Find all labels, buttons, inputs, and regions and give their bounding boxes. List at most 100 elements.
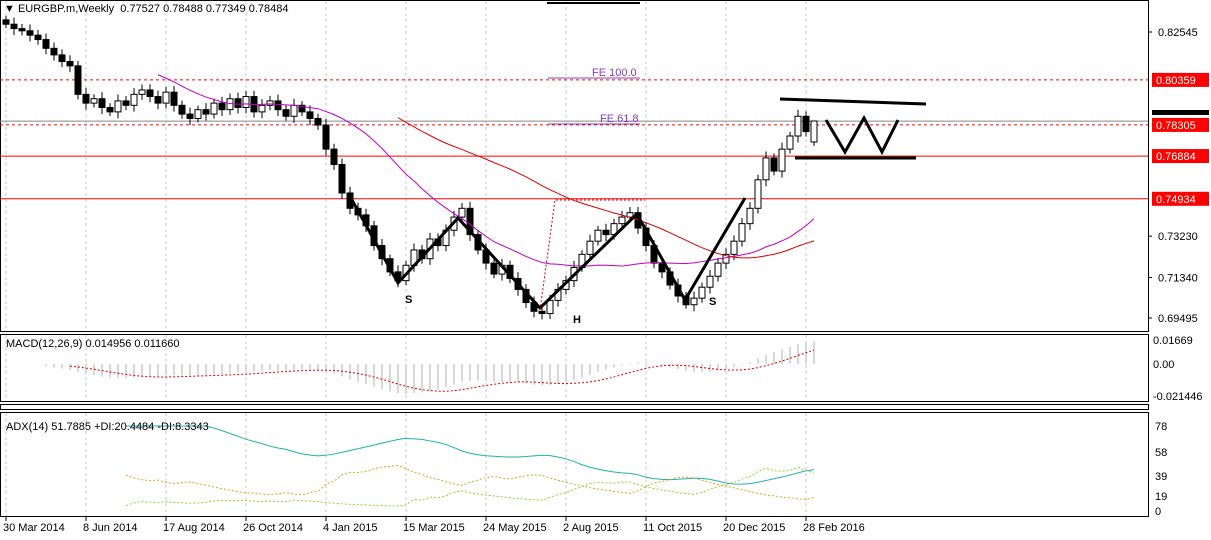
candle[interactable] [338,163,346,194]
candle[interactable] [746,207,754,225]
adx-axis-label: 58 [1155,447,1167,459]
candle[interactable] [602,229,610,236]
candle[interactable] [58,54,66,62]
fe618-label: FE 61.8 [600,113,639,125]
candle[interactable] [34,34,42,41]
candle[interactable] [74,65,82,95]
candle[interactable] [290,104,298,117]
minus-di-line [125,464,815,501]
candle[interactable] [26,30,34,36]
candle[interactable] [42,39,50,49]
date-axis-label: 11 Oct 2015 [643,522,702,534]
candle[interactable] [794,115,802,137]
candle[interactable] [306,111,314,119]
date-axis-label: 24 May 2015 [483,522,547,534]
adx-axis-label: 19 [1155,491,1167,503]
candle[interactable] [186,113,194,119]
macd-signal-line [69,349,815,392]
candle[interactable] [210,102,218,115]
candle[interactable] [770,157,778,172]
date-axis-label: 28 Feb 2016 [803,522,865,534]
candle[interactable] [18,28,26,32]
candle[interactable] [266,100,274,106]
ohlc-readout: 0.77527 0.78488 0.77349 0.78484 [120,3,289,15]
candle[interactable] [538,310,546,315]
candle[interactable] [706,275,714,288]
candle[interactable] [618,216,626,225]
adx-axis-label: 78 [1155,421,1167,433]
candle[interactable] [178,104,186,115]
candle[interactable] [810,120,818,143]
candle[interactable] [282,109,290,117]
candle[interactable] [90,98,98,104]
adx-label: ADX(14) 51.7885 +DI:20.4484 -DI:8.3343 [6,421,209,433]
candle[interactable] [802,115,810,133]
candle[interactable] [82,93,90,104]
candle[interactable] [466,207,474,236]
candle[interactable] [754,179,762,209]
price-tag-label: 0.76884 [1156,151,1196,163]
candle[interactable] [218,102,226,111]
candle[interactable] [122,100,130,106]
candle[interactable] [138,89,146,95]
candle[interactable] [162,91,170,104]
candle[interactable] [170,91,178,106]
candle[interactable] [586,240,594,255]
symbol-label: EURGBP.m,Weekly [17,3,115,15]
chart-title: ▼ EURGBP.m,Weekly 0.77527 0.78488 0.7734… [4,3,289,15]
candle[interactable] [730,240,738,255]
pattern-annotations: FE 100.0 FE 61.8 S H S [350,2,927,326]
date-axis-label: 20 Dec 2015 [723,522,785,534]
candle[interactable] [458,207,466,218]
candle[interactable] [98,98,106,108]
candle[interactable] [2,19,10,25]
candle[interactable] [234,98,242,108]
candle[interactable] [194,109,202,119]
candle[interactable] [242,96,250,108]
candle[interactable] [778,148,786,172]
date-axis-label: 2 Aug 2015 [563,522,619,534]
price-tag-label: 0.80359 [1156,75,1196,87]
candle[interactable] [274,100,282,111]
candle[interactable] [322,124,330,150]
adx-line [126,425,815,485]
candle[interactable] [202,109,210,115]
price-tag-label: 0.78305 [1156,120,1196,132]
date-axis-label: 4 Jan 2015 [323,522,377,534]
resistance-trendline[interactable] [779,97,927,106]
price-tag-bg [1152,191,1209,206]
price-axis-label: 0.82545 [1158,27,1198,39]
candle[interactable] [738,223,746,242]
adx-panel-border [0,412,1149,517]
candle[interactable] [690,297,698,306]
candle[interactable] [10,23,18,30]
projected-w-pattern[interactable] [824,114,900,156]
sma-20-line [157,74,815,267]
fe100-label: FE 100.0 [592,67,637,79]
macd-axis-label: -0.021446 [1153,391,1203,403]
current-price-tag [1152,109,1209,115]
candle[interactable] [146,89,154,98]
candle[interactable] [594,229,602,242]
candle[interactable] [130,93,138,106]
candle[interactable] [298,104,306,113]
candle[interactable] [714,262,722,277]
candle[interactable] [786,135,794,150]
candle[interactable] [66,60,74,67]
adx-axis-label: 39 [1155,471,1167,483]
candle[interactable] [490,262,498,275]
fe-dotted-line[interactable] [539,199,645,311]
candle[interactable] [314,117,322,126]
price-axis-label: 0.71340 [1158,273,1198,285]
candle[interactable] [330,148,338,165]
candle[interactable] [154,96,162,104]
panel-separator[interactable] [0,404,1149,410]
candle[interactable] [106,106,114,113]
candle[interactable] [50,47,58,56]
candle[interactable] [698,286,706,299]
candle[interactable] [762,157,770,181]
candle[interactable] [258,104,266,113]
candle[interactable] [114,100,122,113]
